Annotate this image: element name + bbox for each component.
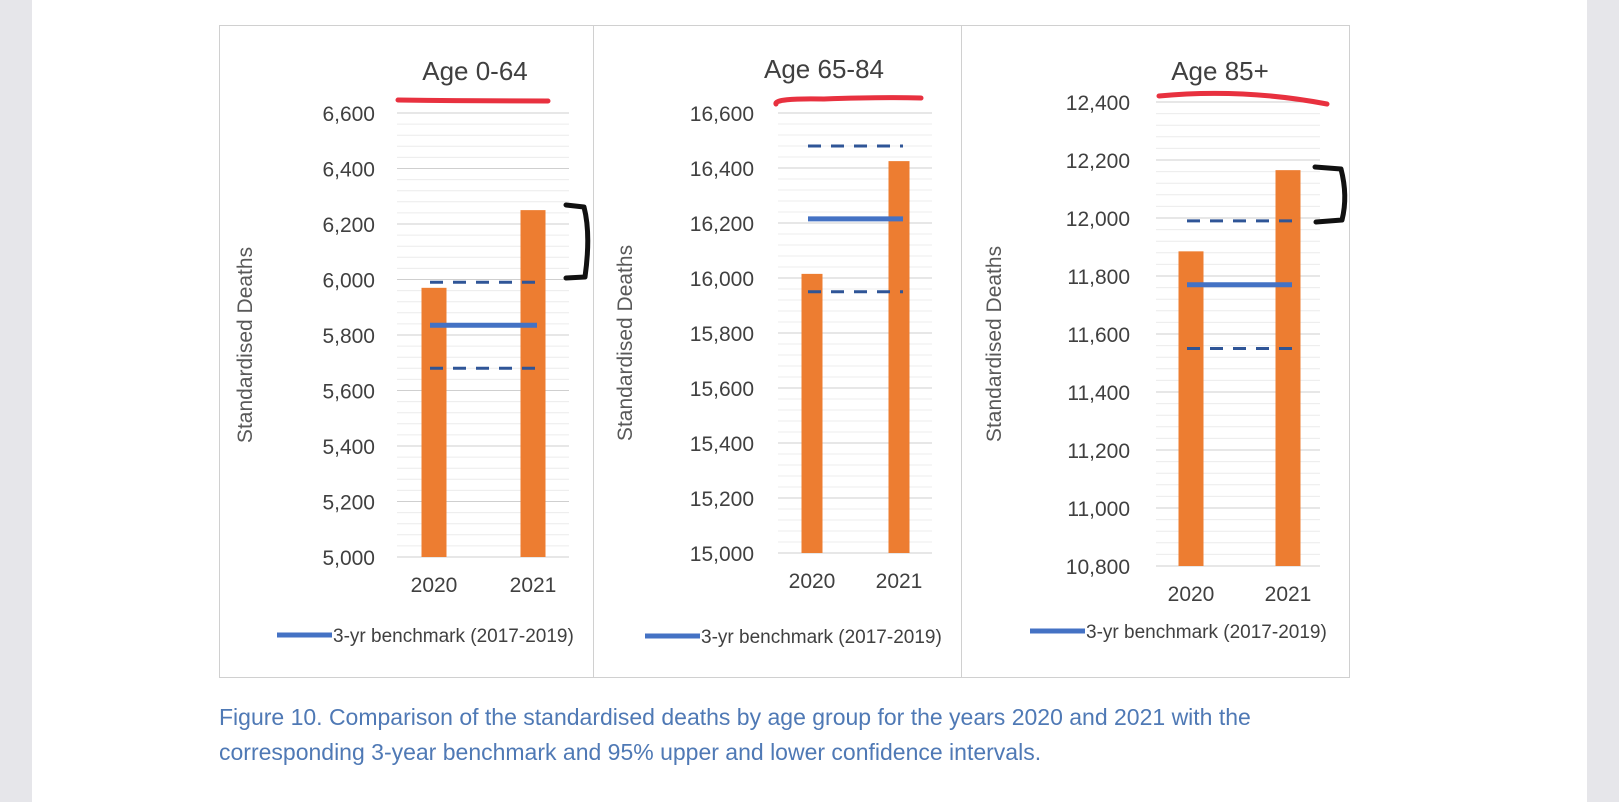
caption-line-1: Figure 10. Comparison of the standardise…: [219, 704, 1251, 730]
y-tick-label: 15,000: [690, 543, 754, 566]
y-axis-label: Standardised Deaths: [614, 245, 637, 441]
bar-2021: [1275, 170, 1301, 566]
y-tick-label: 11,400: [1067, 382, 1130, 405]
y-tick-label: 10,800: [1066, 556, 1130, 579]
x-tick-label: 2020: [411, 574, 458, 597]
y-tick-label: 12,000: [1066, 208, 1130, 231]
chart-age-0-64: 5,000 5,200 5,400 5,600 5,800 6,000 6,200 6,400…: [234, 56, 591, 647]
x-tick-label: 2020: [789, 570, 836, 593]
y-axis-label: Standardised Deaths: [983, 246, 1006, 442]
legend-benchmark-label: 3-yr benchmark (2017-2019): [333, 626, 574, 647]
chart-title: Age 0-64: [422, 56, 528, 86]
chart-age-85-plus: 10,800 11,000 11,200 11,400 11,600 11,800 12,0…: [983, 56, 1348, 643]
y-tick-label: 5,600: [322, 381, 375, 404]
y-tick-label: 15,800: [690, 323, 754, 346]
black-bracket-annotation: [1312, 164, 1348, 225]
chart-title: Age 85+: [1171, 56, 1269, 86]
chart-title: Age 65-84: [764, 54, 884, 84]
y-tick-label: 6,200: [322, 214, 375, 237]
y-tick-label: 6,600: [322, 103, 375, 126]
y-tick-label: 16,000: [690, 268, 754, 291]
x-tick-label: 2021: [1265, 583, 1312, 606]
y-tick-label: 11,200: [1067, 440, 1130, 463]
bar-2021: [888, 161, 910, 553]
bar-2020: [421, 287, 447, 557]
legend-benchmark-label: 3-yr benchmark (2017-2019): [701, 627, 942, 648]
bar-2021: [520, 210, 546, 557]
legend-benchmark-label: 3-yr benchmark (2017-2019): [1086, 622, 1327, 643]
x-tick-label: 2021: [510, 574, 557, 597]
y-tick-label: 5,800: [322, 325, 375, 348]
y-tick-label: 5,400: [322, 436, 375, 459]
x-tick-label: 2021: [876, 570, 923, 593]
chart-age-65-84: 15,000 15,200 15,400 15,600 15,800 16,000 16,2…: [614, 54, 942, 648]
y-tick-label: 12,200: [1066, 150, 1130, 173]
figure-caption: Figure 10. Comparison of the standardise…: [219, 700, 1419, 770]
x-tick-label: 2020: [1168, 583, 1215, 606]
chart-panel-age-0-64: 5,000 5,200 5,400 5,600 5,800 6,000 6,200 6,400…: [219, 25, 598, 678]
y-tick-label: 15,200: [690, 488, 754, 511]
y-tick-label: 16,200: [690, 213, 754, 236]
y-tick-label: 11,000: [1067, 498, 1130, 521]
red-underline-annotation: [773, 95, 924, 107]
black-bracket-annotation: [563, 202, 591, 281]
y-tick-label: 6,000: [322, 270, 375, 293]
bar-2020: [1178, 251, 1204, 566]
y-tick-label: 12,400: [1066, 92, 1130, 115]
y-tick-label: 15,400: [690, 433, 754, 456]
y-tick-label: 5,000: [322, 547, 375, 570]
y-tick-label: 5,200: [322, 492, 375, 515]
chart-panel-age-65-84: 15,000 15,200 15,400 15,600 15,800 16,000 16,2…: [593, 25, 962, 678]
chart-panel-age-85-plus: 10,800 11,000 11,200 11,400 11,600 11,800 12,0…: [961, 25, 1350, 678]
y-tick-label: 15,600: [690, 378, 754, 401]
y-tick-label: 16,600: [690, 103, 754, 126]
y-tick-label: 16,400: [690, 158, 754, 181]
y-tick-label: 11,800: [1067, 266, 1130, 289]
y-tick-label: 6,400: [322, 159, 375, 182]
y-axis-label: Standardised Deaths: [234, 247, 257, 443]
red-underline-annotation: [395, 97, 551, 104]
bar-2020: [801, 273, 823, 553]
document-page: 5,000 5,200 5,400 5,600 5,800 6,000 6,200 6,400…: [32, 0, 1587, 802]
y-tick-label: 11,600: [1067, 324, 1130, 347]
caption-line-2: corresponding 3-year benchmark and 95% u…: [219, 739, 1042, 765]
red-underline-annotation: [1156, 90, 1330, 107]
